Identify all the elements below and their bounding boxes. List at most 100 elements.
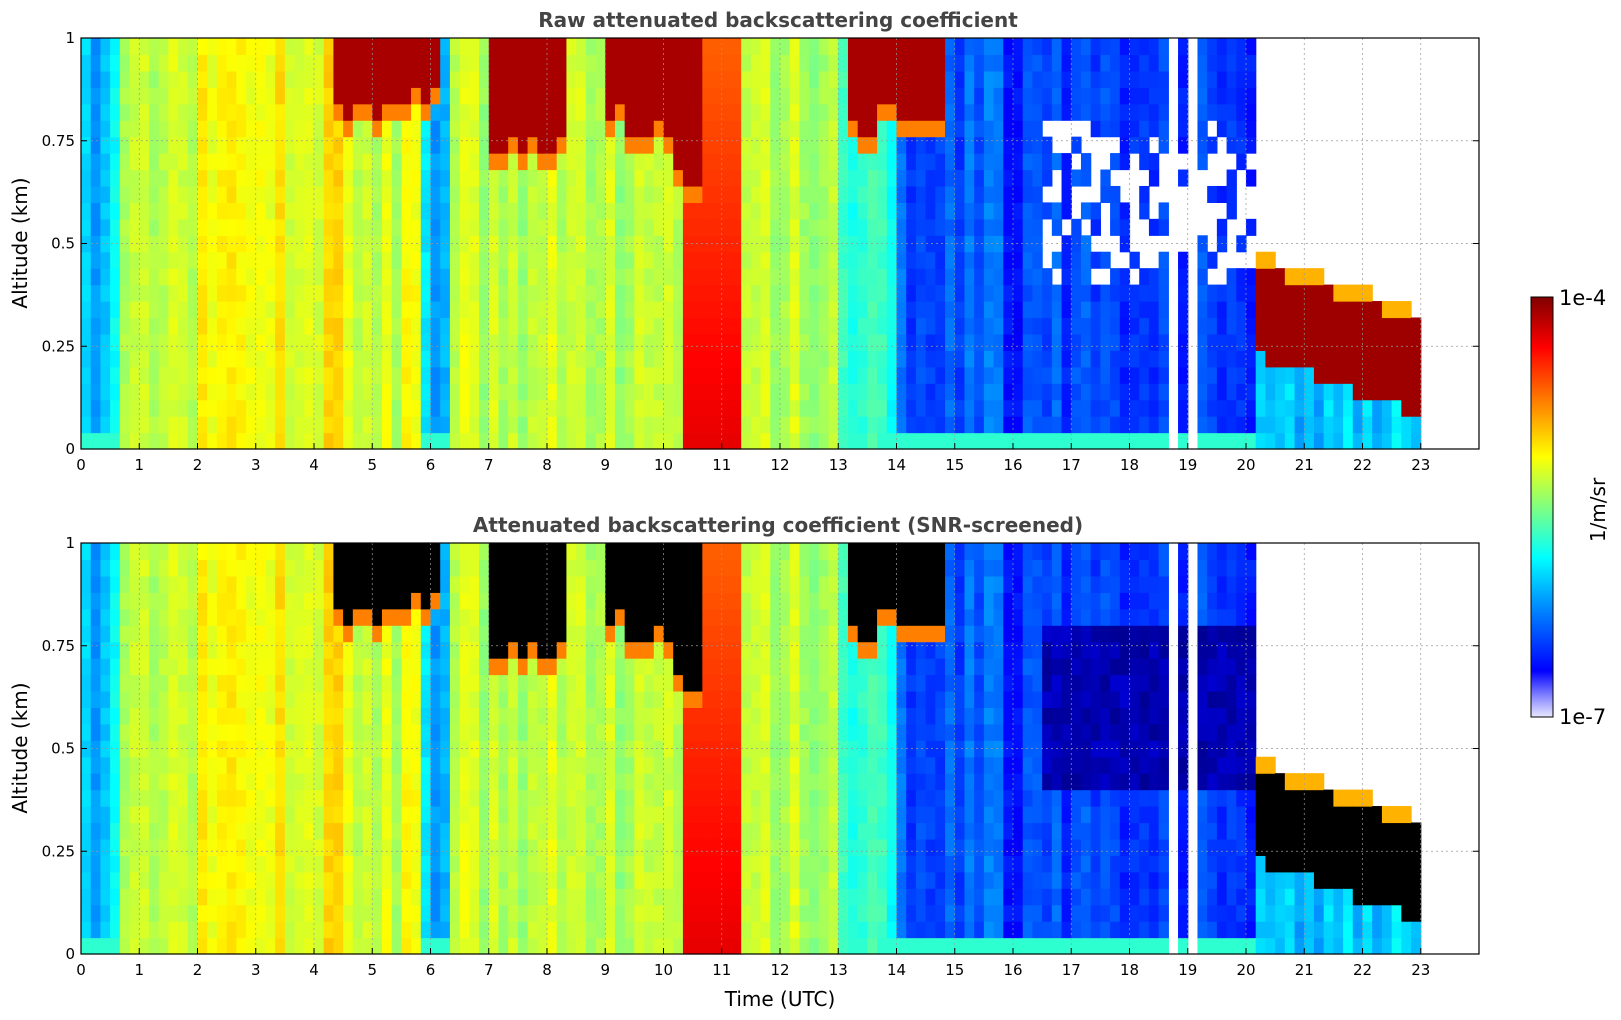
heatmap-cell (294, 333, 305, 351)
heatmap-cell (741, 218, 752, 236)
heatmap-cell (343, 153, 354, 171)
heatmap-cell (488, 235, 500, 253)
heatmap-cell (110, 136, 121, 154)
heatmap-cell (828, 235, 839, 253)
heatmap-cell (1003, 399, 1014, 417)
heatmap-cell (945, 202, 956, 220)
heatmap-cell (294, 855, 305, 873)
heatmap-cell (178, 185, 189, 203)
heatmap-cell (148, 235, 160, 253)
x-tick-label: 4 (309, 456, 319, 474)
heatmap-cell (333, 251, 344, 269)
heatmap-cell (644, 625, 655, 643)
heatmap-cell (449, 822, 461, 840)
heatmap-cell (576, 773, 587, 791)
heatmap-cell (1022, 136, 1034, 154)
heatmap-cell (304, 284, 315, 302)
heatmap-cell (547, 218, 558, 236)
heatmap-cell (226, 70, 237, 88)
heatmap-cell (139, 740, 150, 758)
heatmap-cell (789, 937, 801, 955)
heatmap-cell (81, 399, 92, 417)
heatmap-cell (1207, 383, 1218, 401)
heatmap-cell (760, 169, 771, 187)
heatmap-cell (362, 543, 373, 561)
heatmap-cell (1178, 87, 1189, 105)
heatmap-cell (624, 756, 635, 774)
heatmap-cell (294, 120, 305, 138)
heatmap-cell (614, 723, 626, 741)
heatmap-cell (226, 268, 237, 286)
heatmap-cell (304, 559, 315, 577)
heatmap-cell (653, 185, 665, 203)
heatmap-cell (216, 592, 228, 610)
heatmap-cell (770, 773, 781, 791)
heatmap-cell (1051, 218, 1063, 236)
heatmap-cell (440, 317, 451, 335)
heatmap-cell (1391, 333, 1402, 351)
heatmap-cell (1207, 366, 1218, 384)
heatmap-cell (411, 333, 422, 351)
heatmap-cell (352, 756, 364, 774)
heatmap-cell (1352, 366, 1364, 384)
heatmap-cell (343, 822, 354, 840)
heatmap-cell (799, 103, 810, 121)
heatmap-cell (1294, 284, 1305, 302)
heatmap-cell (148, 268, 160, 286)
heatmap-cell (246, 153, 257, 171)
heatmap-cell (352, 350, 364, 368)
heatmap-cell (304, 103, 315, 121)
heatmap-cell (333, 543, 344, 561)
heatmap-cell (760, 625, 771, 643)
heatmap-cell (750, 855, 762, 873)
heatmap-cell (945, 87, 956, 105)
heatmap-cell (634, 268, 645, 286)
heatmap-cell (459, 103, 470, 121)
heatmap-cell (770, 185, 781, 203)
heatmap-cell (1061, 301, 1072, 319)
heatmap-cell (1372, 350, 1383, 368)
heatmap-cell (1275, 432, 1286, 450)
heatmap-cell (304, 608, 315, 626)
heatmap-cell (915, 120, 927, 138)
heatmap-cell (682, 432, 694, 450)
heatmap-cell (780, 70, 791, 88)
heatmap-cell (391, 317, 402, 335)
heatmap-cell (702, 383, 713, 401)
heatmap-cell (731, 625, 742, 643)
heatmap-cell (585, 641, 597, 659)
heatmap-cell (488, 416, 500, 434)
heatmap-cell (488, 723, 500, 741)
heatmap-cell (449, 432, 461, 450)
heatmap-cell (595, 284, 606, 302)
heatmap-cell (430, 235, 441, 253)
heatmap-cell (537, 251, 548, 269)
heatmap-cell (721, 773, 733, 791)
heatmap-cell (187, 855, 199, 873)
heatmap-cell (954, 432, 966, 450)
heatmap-cell (935, 87, 946, 105)
heatmap-cell (1197, 251, 1208, 269)
heatmap-cell (158, 674, 169, 692)
heatmap-cell (90, 806, 102, 824)
heatmap-cell (265, 608, 276, 626)
heatmap-cell (381, 301, 393, 319)
heatmap-cell (624, 235, 635, 253)
heatmap-cell (595, 773, 606, 791)
heatmap-cell (547, 251, 558, 269)
heatmap-cell (770, 432, 781, 450)
heatmap-cell (90, 543, 102, 561)
heatmap-cell (488, 740, 500, 758)
heatmap-cell (974, 416, 985, 434)
heatmap-cell (692, 658, 703, 676)
heatmap-cell (284, 399, 296, 417)
heatmap-cell (1255, 416, 1267, 434)
heatmap-cell (624, 674, 635, 692)
heatmap-cell (983, 218, 995, 236)
heatmap-cell (90, 268, 102, 286)
heatmap-cell (178, 70, 189, 88)
heatmap-cell (1148, 350, 1160, 368)
heatmap-cell (780, 169, 791, 187)
heatmap-cell (877, 383, 888, 401)
heatmap-cell (945, 153, 956, 171)
